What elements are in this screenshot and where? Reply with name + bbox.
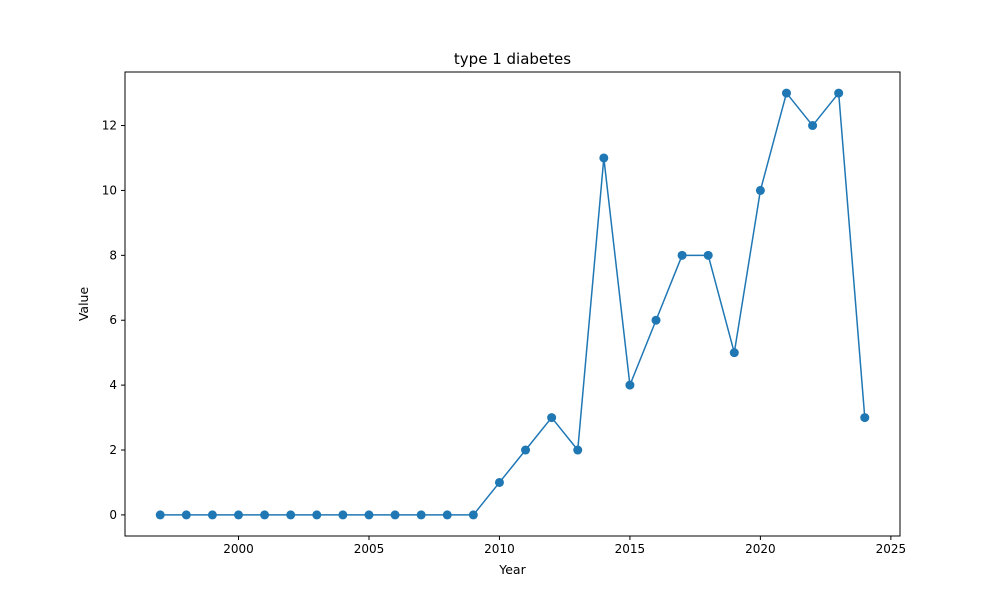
data-point bbox=[338, 510, 348, 520]
y-axis: 0 2 4 6 8 10 12 bbox=[102, 119, 125, 522]
y-tick-label: 12 bbox=[102, 119, 117, 133]
data-point bbox=[207, 510, 217, 520]
data-point bbox=[677, 250, 687, 260]
y-axis-label: Value bbox=[76, 287, 91, 322]
plot-layer bbox=[155, 88, 870, 520]
x-tick-label: 2010 bbox=[484, 542, 515, 556]
data-point bbox=[416, 510, 426, 520]
data-point bbox=[625, 380, 635, 390]
y-tick-label: 2 bbox=[109, 443, 117, 457]
data-point bbox=[599, 153, 609, 163]
y-tick-label: 8 bbox=[109, 248, 117, 262]
data-point bbox=[860, 413, 870, 423]
data-point bbox=[155, 510, 165, 520]
data-point bbox=[808, 121, 818, 131]
series-line bbox=[160, 92, 866, 516]
data-point bbox=[234, 510, 244, 520]
plot-frame bbox=[124, 71, 901, 537]
data-point bbox=[312, 510, 322, 520]
data-point bbox=[573, 445, 583, 455]
data-point bbox=[181, 510, 191, 520]
x-tick-label: 2005 bbox=[354, 542, 385, 556]
data-point bbox=[834, 88, 844, 98]
data-point bbox=[547, 413, 557, 423]
data-point bbox=[364, 510, 374, 520]
data-point bbox=[781, 88, 791, 98]
x-tick-label: 2025 bbox=[876, 542, 907, 556]
y-tick-label: 4 bbox=[109, 378, 117, 392]
data-point bbox=[755, 185, 765, 195]
data-point bbox=[729, 348, 739, 358]
data-point bbox=[442, 510, 452, 520]
x-axis-label: Year bbox=[498, 562, 526, 577]
data-point bbox=[260, 510, 270, 520]
data-point bbox=[521, 445, 531, 455]
data-point bbox=[286, 510, 296, 520]
x-tick-label: 2020 bbox=[745, 542, 776, 556]
data-point bbox=[651, 315, 661, 325]
data-point bbox=[494, 477, 504, 487]
data-point bbox=[468, 510, 478, 520]
y-tick-label: 6 bbox=[109, 313, 117, 327]
data-point bbox=[703, 250, 713, 260]
x-tick-label: 2015 bbox=[615, 542, 646, 556]
x-tick-label: 2000 bbox=[223, 542, 254, 556]
y-tick-label: 10 bbox=[102, 183, 117, 197]
data-point bbox=[390, 510, 400, 520]
x-axis: 2000 2005 2010 2015 2020 2025 bbox=[223, 536, 906, 556]
chart-title: type 1 diabetes bbox=[454, 50, 571, 68]
y-tick-label: 0 bbox=[109, 508, 117, 522]
